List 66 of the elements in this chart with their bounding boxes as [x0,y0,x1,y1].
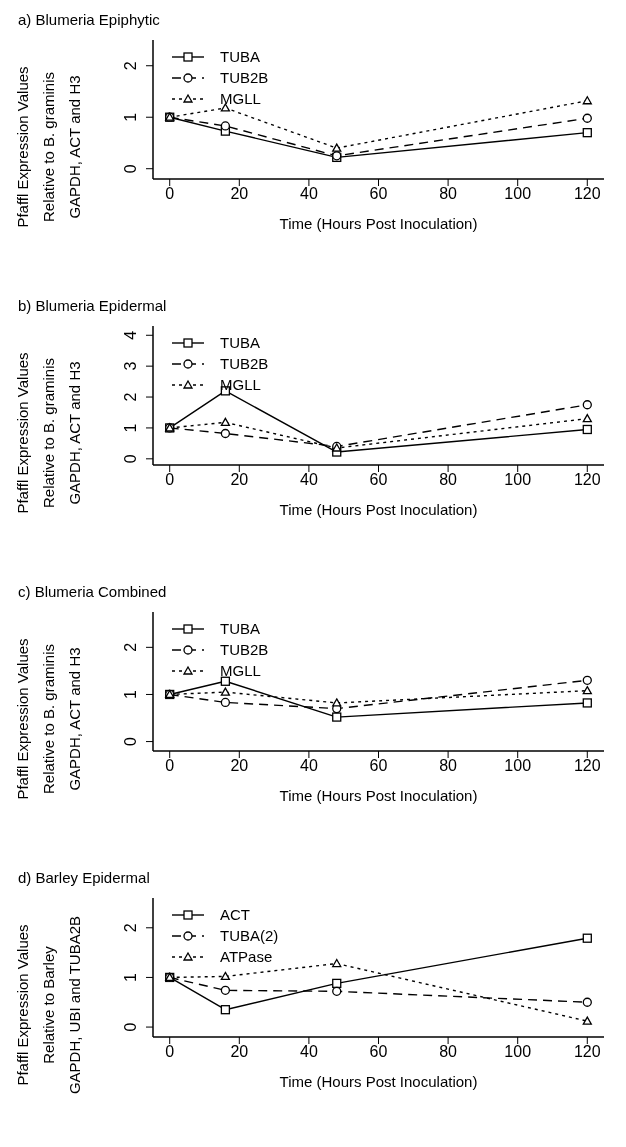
y-tick-label: 0 [122,737,139,747]
x-tick-label: 120 [573,471,601,489]
x-tick-label: 100 [504,185,532,203]
x-tick-label: 80 [439,185,458,203]
legend-label: MGLL [220,376,261,393]
y-axis-title: Pfaffl Expression Values Relative to B. graminis GAPDH, ACT and H3 [13,66,83,228]
legend-label: ACT [220,906,250,923]
x-tick-label: 60 [369,1043,388,1061]
legend-label: MGLL [220,662,261,679]
legend-label: ATPase [220,948,273,965]
y-tick-label: 2 [122,642,139,652]
x-tick-label: 120 [573,1043,601,1061]
x-axis-title: Time (Hours Post Inoculation) [279,501,478,518]
chart-title: b) Blumeria Epidermal [17,296,168,316]
x-tick-label: 40 [300,471,318,489]
x-tick-label: 100 [504,757,532,775]
y-tick-label: 3 [122,361,139,371]
y-tick-label: 2 [122,923,139,933]
legend-label: MGLL [220,90,261,107]
chart-title: c) Blumeria Combined [17,582,168,602]
y-tick-label: 1 [122,112,139,122]
x-tick-label: 120 [573,185,601,203]
x-tick-label: 20 [230,471,249,489]
x-axis-title: Time (Hours Post Inoculation) [279,1073,478,1090]
x-axis-title: Time (Hours Post Inoculation) [279,787,478,804]
y-tick-label: 2 [122,392,139,402]
legend-label: TUBA [220,48,261,65]
x-tick-label: 40 [300,185,318,203]
x-tick-label: 100 [504,471,532,489]
x-tick-label: 80 [439,471,458,489]
x-tick-label: 100 [504,1043,532,1061]
x-axis-title: Time (Hours Post Inoculation) [279,215,478,232]
x-tick-label: 60 [369,757,388,775]
x-tick-label: 60 [369,471,388,489]
y-tick-label: 1 [122,423,139,433]
chart-title: a) Blumeria Epiphytic [17,10,161,30]
y-axis-title: Pfaffl Expression Values Relative to B. graminis GAPDH, ACT and H3 [13,638,83,800]
x-tick-label: 40 [300,757,318,775]
legend-label: TUBA(2) [220,927,279,944]
y-tick-label: 0 [122,164,139,174]
x-tick-label: 80 [439,757,458,775]
x-tick-label: 20 [230,757,249,775]
y-axis-title: Pfaffl Expression Values Relative to Barley GAPDH, UBI and TUBA2B [13,915,83,1095]
legend-label: TUB2B [220,641,269,658]
x-tick-label: 120 [573,757,601,775]
x-tick-label: 0 [165,757,175,775]
x-tick-label: 0 [165,471,175,489]
x-tick-label: 20 [230,1043,249,1061]
legend-label: TUB2B [220,69,269,86]
y-tick-label: 0 [122,454,139,464]
x-tick-label: 80 [439,1043,458,1061]
legend-label: TUBA [220,620,261,637]
y-axis-title: Pfaffl Expression Values Relative to B. graminis GAPDH, ACT and H3 [13,352,83,514]
y-tick-label: 1 [122,972,139,982]
x-tick-label: 40 [300,1043,318,1061]
y-tick-label: 1 [122,689,139,699]
x-tick-label: 0 [165,1043,175,1061]
legend-label: TUBA [220,334,261,351]
chart-title: d) Barley Epidermal [17,868,151,888]
x-tick-label: 20 [230,185,249,203]
x-tick-label: 0 [165,185,175,203]
y-tick-label: 4 [122,330,139,340]
legend-label: TUB2B [220,355,269,372]
y-tick-label: 0 [122,1022,139,1032]
x-tick-label: 60 [369,185,388,203]
y-tick-label: 2 [122,61,139,71]
